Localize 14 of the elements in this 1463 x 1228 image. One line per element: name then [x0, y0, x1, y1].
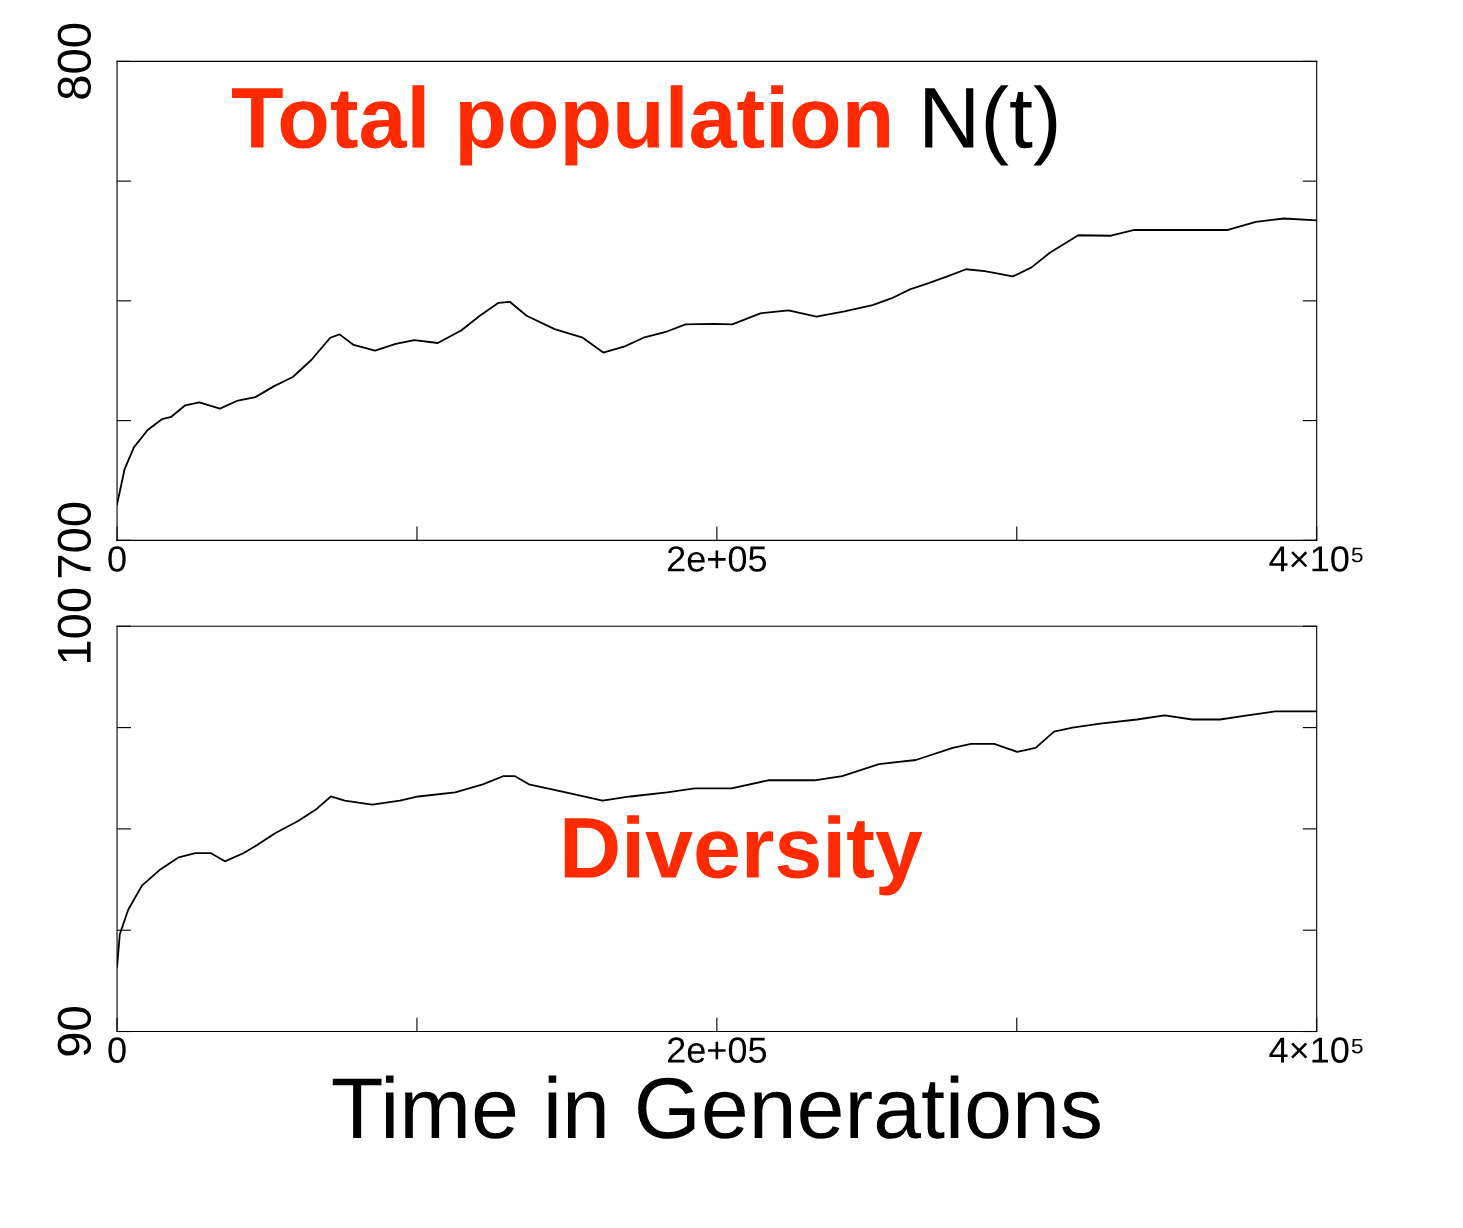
chart-subtitle: N(t): [925, 85, 1057, 166]
x-tick-label: 4×10⁵: [1269, 1037, 1363, 1063]
x-axis-title: Time in Generations: [332, 1075, 1100, 1139]
x-tick-label: 2e+05: [667, 1037, 767, 1063]
x-tick-label: 0: [108, 1037, 126, 1063]
x-tick-label: 2e+05: [667, 546, 767, 572]
y-tick-label: 700: [57, 502, 92, 578]
chart-title: Total population: [231, 85, 889, 166]
y-tick-label: 100: [57, 588, 92, 663]
y-tick-label: 90: [57, 1007, 92, 1056]
x-tick-label: 4×10⁵: [1269, 546, 1363, 572]
y-tick-label: 800: [57, 23, 92, 99]
text: Diversity: [564, 815, 923, 896]
x-tick-label: 0: [108, 546, 126, 572]
